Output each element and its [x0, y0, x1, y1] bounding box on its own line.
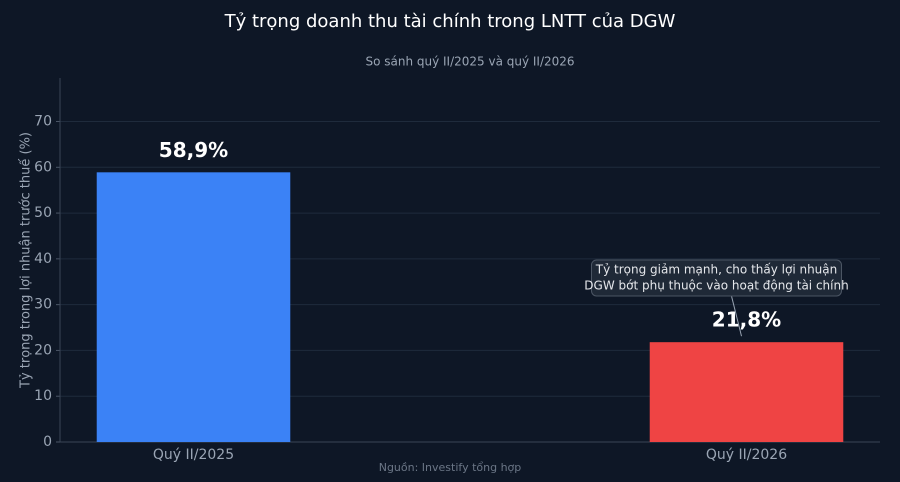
y-axis-label: Tỷ trọng trong lợi nhuận trước thuế (%): [19, 132, 34, 389]
y-tick-label: 40: [34, 251, 52, 267]
x-tick-label: Quý II/2025: [153, 447, 234, 463]
chart-subtitle: So sánh quý II/2025 và quý II/2026: [365, 55, 574, 69]
annotation-text: DGW bớt phụ thuộc vào hoạt động tài chín…: [584, 279, 848, 293]
y-tick-label: 20: [34, 342, 52, 358]
y-tick-label: 30: [34, 297, 52, 313]
chart-title: Tỷ trọng doanh thu tài chính trong LNTT …: [224, 11, 676, 32]
annotation-text: Tỷ trọng giảm mạnh, cho thấy lợi nhuận: [595, 263, 838, 277]
y-tick-label: 70: [34, 113, 52, 129]
bar: [649, 342, 844, 442]
annotation-arrow: [731, 295, 742, 337]
y-tick-label: 0: [43, 434, 52, 450]
x-tick-label: Quý II/2026: [706, 447, 787, 463]
value-label: 21,8%: [712, 308, 781, 332]
value-label: 58,9%: [159, 138, 228, 162]
y-tick-label: 60: [34, 159, 52, 175]
bar: [96, 172, 291, 442]
y-tick-label: 10: [34, 388, 52, 404]
y-tick-label: 50: [34, 205, 52, 221]
source: Nguồn: Investify tổng hợp: [379, 461, 522, 474]
annotation-box: [591, 259, 842, 297]
